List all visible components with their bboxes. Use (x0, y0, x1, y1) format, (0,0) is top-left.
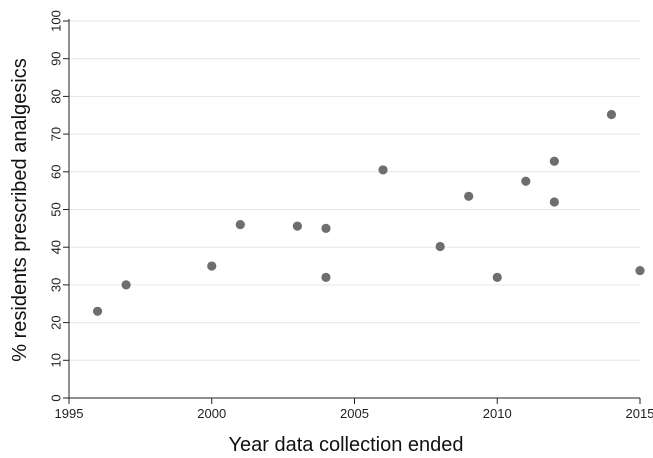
data-point (606, 109, 617, 120)
y-tick-label: 0 (49, 394, 64, 401)
y-axis: 0 10 20 30 40 50 60 70 80 90 100 (49, 10, 70, 402)
data-point (549, 197, 559, 207)
data-point (321, 272, 331, 282)
y-tick-label: 40 (49, 240, 64, 254)
data-point (92, 306, 103, 316)
x-axis-title: Year data collection ended (229, 434, 464, 456)
data-point (121, 280, 131, 290)
x-tick-label: 2005 (340, 406, 369, 421)
y-axis-title: % residents prescribed analgesics (9, 58, 31, 362)
x-tick-label: 2015 (626, 406, 653, 421)
x-axis: 1995 2000 2005 2010 2015 (55, 397, 653, 421)
data-point (435, 241, 445, 252)
data-point (292, 221, 302, 231)
data-point (321, 223, 331, 233)
data-point (207, 261, 217, 271)
x-tick-label: 1995 (55, 406, 84, 421)
y-tick-label: 30 (49, 278, 64, 292)
data-point (521, 176, 531, 186)
x-tick-label: 2010 (483, 406, 512, 421)
y-tick-label: 90 (49, 51, 64, 65)
y-tick-label: 60 (49, 165, 64, 179)
data-point (635, 265, 645, 276)
gridlines (69, 20, 640, 361)
y-tick-label: 80 (49, 89, 64, 103)
y-tick-label: 20 (49, 315, 64, 329)
data-point (235, 219, 245, 230)
data-point (464, 191, 474, 201)
y-tick-label: 100 (49, 10, 64, 32)
y-tick-label: 50 (49, 202, 64, 216)
data-point (549, 156, 559, 166)
y-tick-label: 10 (49, 353, 64, 367)
data-point (492, 272, 502, 282)
y-tick-label: 70 (49, 127, 64, 141)
x-tick-label: 2000 (197, 406, 226, 421)
data-point (378, 165, 388, 175)
data-points (92, 109, 645, 316)
